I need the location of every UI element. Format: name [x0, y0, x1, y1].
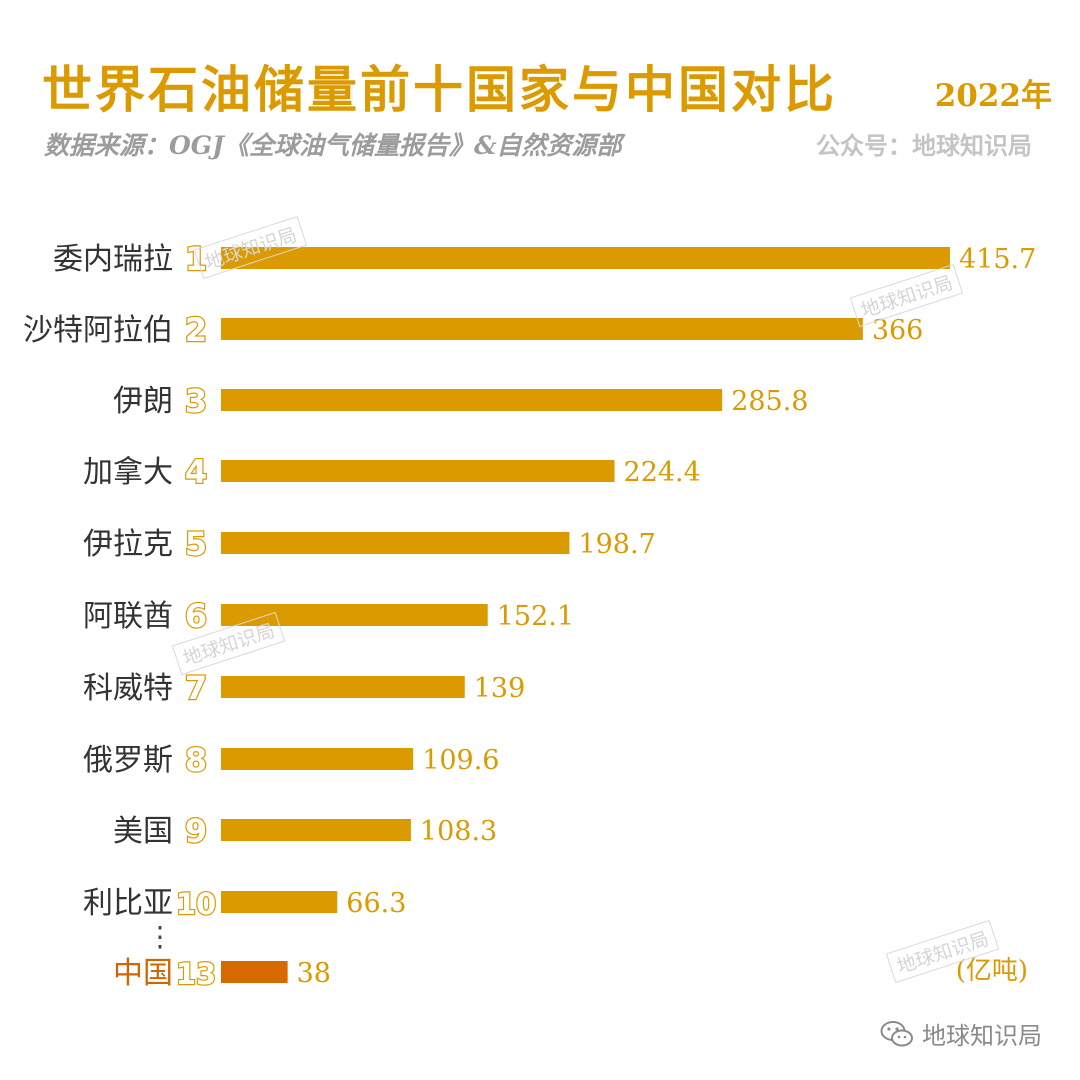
rank-badge: 3: [185, 382, 207, 420]
account-label: 公众号：地球知识局: [816, 131, 1032, 160]
value-label: 415.7: [959, 244, 1036, 275]
footer-brand: 地球知识局: [880, 1016, 1042, 1051]
title-row: 世界石油储量前十国家与中国对比 2022年: [42, 50, 1052, 120]
value-label: 139: [474, 673, 526, 704]
category-label: 加拿大: [83, 455, 173, 490]
value-label: 285.8: [731, 386, 808, 417]
category-label: 伊朗: [113, 384, 173, 419]
bar: [221, 961, 288, 983]
rank-badge: 10: [176, 887, 216, 921]
bar: [221, 748, 414, 770]
chart-year: 2022年: [934, 78, 1052, 114]
category-label: 伊拉克: [83, 527, 173, 562]
bar: [221, 891, 338, 913]
value-label: 152.1: [497, 601, 574, 632]
bar: [221, 532, 570, 554]
bar: [221, 676, 465, 698]
rank-badge: 5: [185, 525, 207, 563]
rank-badge: 9: [185, 812, 207, 850]
category-label: 沙特阿拉伯: [23, 313, 173, 348]
rank-badge: 2: [185, 311, 207, 349]
category-label: 俄罗斯: [83, 743, 173, 778]
rank-badge: 4: [185, 453, 207, 491]
value-label: 38: [297, 958, 331, 989]
value-label: 66.3: [346, 888, 406, 919]
rank-badge: 6: [185, 597, 207, 635]
value-label: 108.3: [420, 816, 497, 847]
bar: [221, 604, 488, 626]
unit-label: (亿吨): [956, 956, 1028, 986]
category-label: 美国: [113, 814, 173, 849]
value-label: 366: [872, 315, 924, 346]
footer-brand-text: 地球知识局: [922, 1022, 1042, 1050]
bar: [221, 389, 723, 411]
value-label: 198.7: [578, 529, 655, 560]
bar: [221, 247, 950, 269]
bar: [221, 318, 863, 340]
rank-badge: 7: [185, 669, 207, 707]
wechat-icon: [880, 1020, 913, 1046]
rank-badge: 8: [185, 741, 207, 779]
bar: [221, 460, 615, 482]
category-label: 委内瑞拉: [53, 242, 173, 277]
chart-title: 世界石油储量前十国家与中国对比: [42, 60, 837, 119]
rank-badge: 13: [176, 957, 216, 991]
gap-marker: ⋮: [146, 920, 174, 953]
rank-badge: 1: [185, 240, 207, 278]
category-label: 中国: [113, 956, 173, 991]
value-label: 224.4: [624, 457, 701, 488]
category-label: 阿联酋: [83, 599, 173, 634]
bar: [221, 819, 411, 841]
data-source: 数据来源：OGJ《全球油气储量报告》&自然资源部: [44, 131, 622, 160]
value-label: 109.6: [422, 745, 499, 776]
category-label: 科威特: [83, 671, 173, 706]
category-label: 利比亚: [83, 886, 173, 921]
